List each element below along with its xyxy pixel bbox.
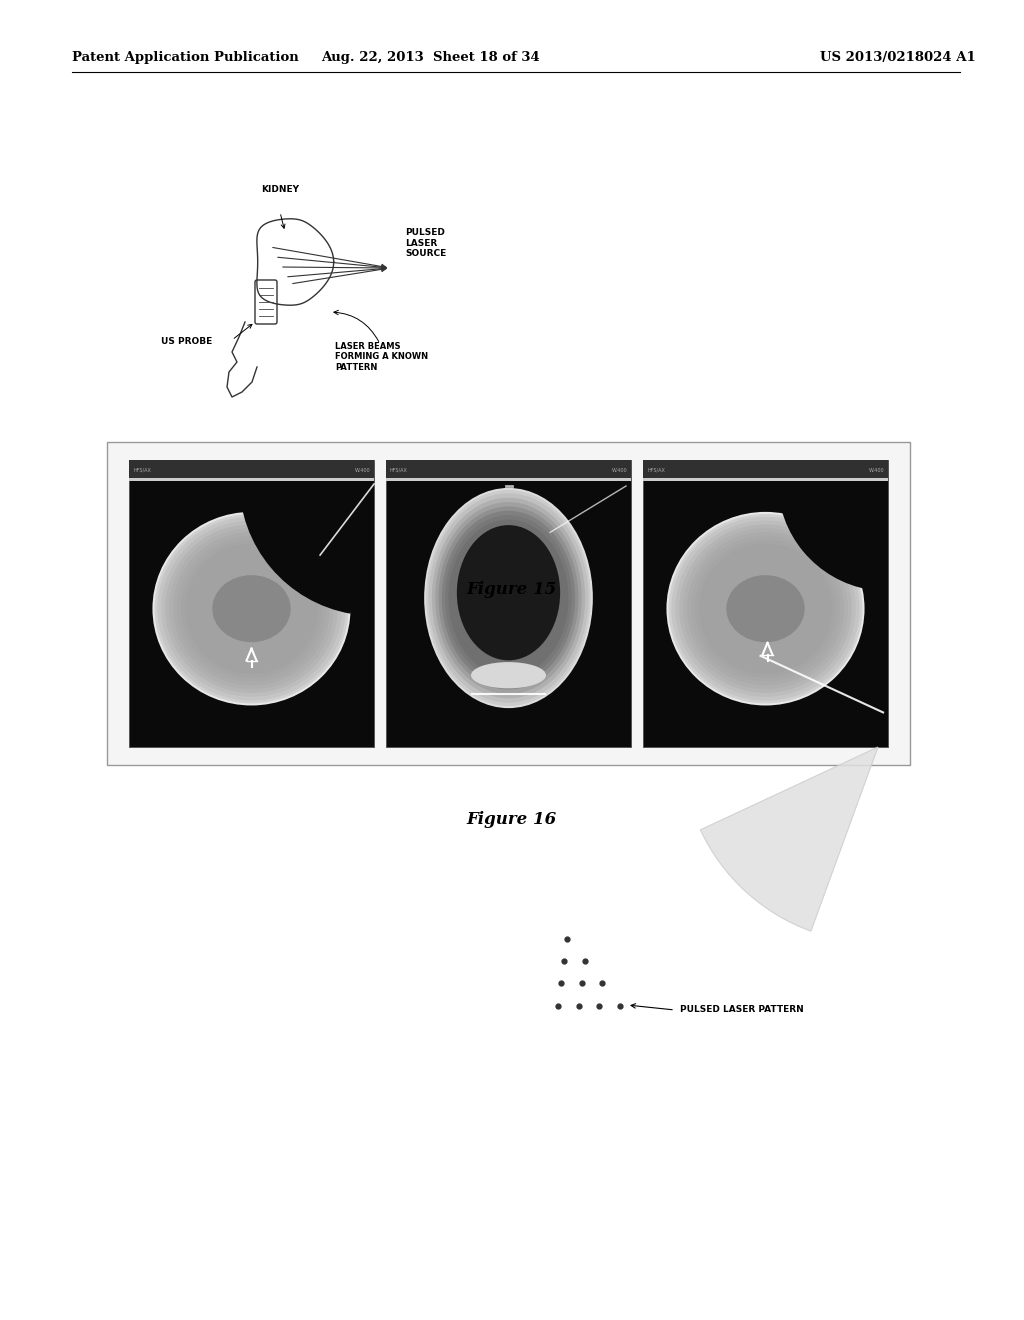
Bar xyxy=(643,478,888,480)
Ellipse shape xyxy=(698,544,833,673)
Ellipse shape xyxy=(687,532,844,685)
Bar xyxy=(129,459,374,480)
Text: HFS/AX: HFS/AX xyxy=(133,469,151,473)
Text: W:400: W:400 xyxy=(611,469,627,473)
Text: US PROBE: US PROBE xyxy=(161,338,212,346)
Text: Figure 15: Figure 15 xyxy=(467,582,557,598)
Text: W:400: W:400 xyxy=(354,469,370,473)
Wedge shape xyxy=(700,747,878,931)
Bar xyxy=(106,442,910,766)
Bar xyxy=(129,459,374,747)
Ellipse shape xyxy=(695,540,836,677)
Ellipse shape xyxy=(676,520,856,697)
Ellipse shape xyxy=(432,498,585,698)
Text: HFS/AX: HFS/AX xyxy=(390,469,408,473)
Bar xyxy=(386,459,631,747)
Ellipse shape xyxy=(435,502,582,694)
Ellipse shape xyxy=(449,520,568,677)
Ellipse shape xyxy=(668,513,863,705)
Ellipse shape xyxy=(457,525,560,660)
Ellipse shape xyxy=(158,516,345,701)
Bar xyxy=(643,459,888,480)
Ellipse shape xyxy=(212,576,291,643)
Ellipse shape xyxy=(726,576,805,643)
Ellipse shape xyxy=(173,532,330,685)
Ellipse shape xyxy=(169,528,334,689)
Text: US 2013/0218024 A1: US 2013/0218024 A1 xyxy=(820,51,976,65)
Bar xyxy=(386,478,631,480)
Ellipse shape xyxy=(428,494,589,702)
Ellipse shape xyxy=(185,544,318,673)
Bar xyxy=(643,459,888,747)
Ellipse shape xyxy=(177,536,326,681)
Text: Aug. 22, 2013  Sheet 18 of 34: Aug. 22, 2013 Sheet 18 of 34 xyxy=(321,51,540,65)
Ellipse shape xyxy=(672,516,859,701)
Wedge shape xyxy=(240,480,374,614)
Text: PULSED LASER PATTERN: PULSED LASER PATTERN xyxy=(680,1006,804,1015)
Ellipse shape xyxy=(162,520,342,697)
Text: Figure 16: Figure 16 xyxy=(467,812,557,829)
Bar xyxy=(386,459,631,480)
Text: LASER BEAMS
FORMING A KNOWN
PATTERN: LASER BEAMS FORMING A KNOWN PATTERN xyxy=(335,342,428,372)
Ellipse shape xyxy=(445,515,571,681)
Text: Patent Application Publication: Patent Application Publication xyxy=(72,51,299,65)
Ellipse shape xyxy=(154,513,349,705)
Ellipse shape xyxy=(679,524,852,693)
Ellipse shape xyxy=(442,511,575,685)
Ellipse shape xyxy=(691,536,840,681)
Text: W:400: W:400 xyxy=(868,469,884,473)
Ellipse shape xyxy=(181,540,323,677)
Ellipse shape xyxy=(425,488,592,708)
Bar xyxy=(129,478,374,480)
Ellipse shape xyxy=(438,507,579,689)
Wedge shape xyxy=(778,480,888,590)
Text: PULSED
LASER
SOURCE: PULSED LASER SOURCE xyxy=(406,228,446,257)
Text: KIDNEY: KIDNEY xyxy=(261,185,299,194)
Text: HFS/AX: HFS/AX xyxy=(647,469,665,473)
Ellipse shape xyxy=(683,528,848,689)
Ellipse shape xyxy=(471,663,546,688)
Ellipse shape xyxy=(165,524,338,693)
